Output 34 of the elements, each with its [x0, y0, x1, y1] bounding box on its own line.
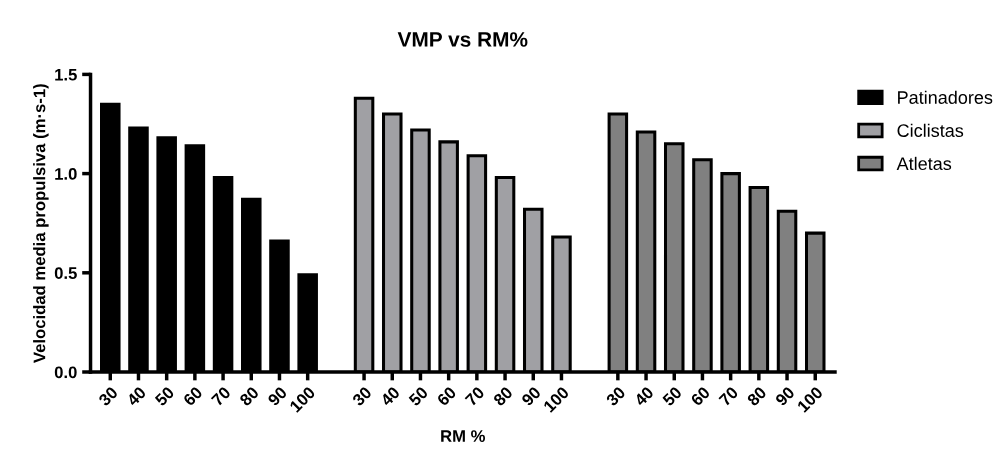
x-tick-label: 100 [542, 385, 570, 413]
legend-label: Atletas [896, 156, 952, 171]
x-tick-label: 70 [210, 385, 232, 407]
x-tick-label: 30 [97, 385, 119, 407]
chart-title: VMP vs RM% [397, 32, 528, 47]
legend-label: Ciclistas [897, 123, 964, 137]
x-tick-label: 60 [436, 385, 457, 407]
x-tick-label: 40 [633, 385, 655, 407]
x-tick-label: 40 [125, 385, 147, 407]
x-tick-label: 90 [267, 385, 288, 407]
x-tick-label: 50 [661, 385, 683, 407]
x-tick-label: 60 [182, 385, 204, 407]
x-tick-label: 50 [408, 385, 429, 407]
y-axis-title: Velocidad media propulsiva (m·s-1) [33, 84, 49, 363]
x-tick-label: 30 [605, 385, 627, 407]
x-tick-label: 70 [464, 385, 486, 407]
x-tick-label: 80 [238, 385, 260, 407]
x-tick-label: 50 [154, 385, 175, 407]
x-tick-label: 90 [774, 385, 796, 407]
x-tick-label: 100 [796, 385, 824, 413]
x-axis-title: RM % [441, 430, 486, 442]
y-tick-label: 0.0 [54, 366, 77, 379]
x-tick-label: 80 [492, 385, 514, 407]
x-tick-label: 80 [746, 385, 768, 407]
x-tick-label: 90 [520, 385, 542, 407]
x-tick-label: 100 [289, 385, 316, 413]
x-tick-label: 40 [379, 385, 401, 407]
y-tick-label: 1.5 [55, 68, 77, 81]
y-tick-label: 0.5 [54, 267, 77, 279]
legend-label: Patinadores [898, 90, 993, 104]
x-tick-label: 30 [351, 385, 373, 407]
x-tick-label: 60 [690, 385, 711, 407]
x-tick-label: 70 [718, 385, 739, 407]
y-tick-label: 1.0 [55, 168, 77, 180]
